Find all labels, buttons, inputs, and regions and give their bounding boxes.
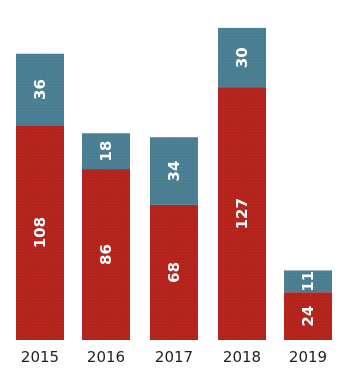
data-label-upper-2018: 30 [233,47,251,68]
data-label-upper-2017: 34 [165,161,183,182]
data-label-upper-2016: 18 [97,141,115,162]
bar-segment-upper-2017-texture [150,137,198,205]
x-axis-tick-labels: 2015 2016 2017 2018 2019 [21,348,327,366]
bars-layer [16,27,332,341]
data-label-lower-2018: 127 [233,198,251,229]
data-label-lower-2016: 86 [97,244,115,265]
bar-segment-lower-2016-texture [82,169,130,340]
bar-segment-lower-2017-texture [150,204,198,340]
x-tick-label-2016: 2016 [87,348,125,366]
x-tick-label-2018: 2018 [223,348,261,366]
bar-segment-upper-2015-texture [16,53,64,126]
x-tick-label-2019: 2019 [289,348,327,366]
x-tick-label-2015: 2015 [21,348,59,366]
bar-segment-lower-2018-texture [218,87,266,340]
data-labels-layer: 108 36 86 18 68 34 127 30 24 11 [31,47,317,326]
bar-segment-upper-2019-texture [284,270,332,293]
bar-segment-upper-2016-texture [82,133,130,170]
x-tick-label-2017: 2017 [155,348,193,366]
data-label-lower-2017: 68 [165,262,183,283]
bar-segment-lower-2019-texture [284,292,332,340]
data-label-upper-2015: 36 [31,79,49,100]
bar-segment-upper-2018-texture [218,27,266,88]
data-label-lower-2015: 108 [31,217,49,248]
data-label-upper-2019: 11 [299,271,317,292]
data-label-lower-2019: 24 [299,306,317,327]
bar-segment-lower-2015-texture [16,125,64,341]
